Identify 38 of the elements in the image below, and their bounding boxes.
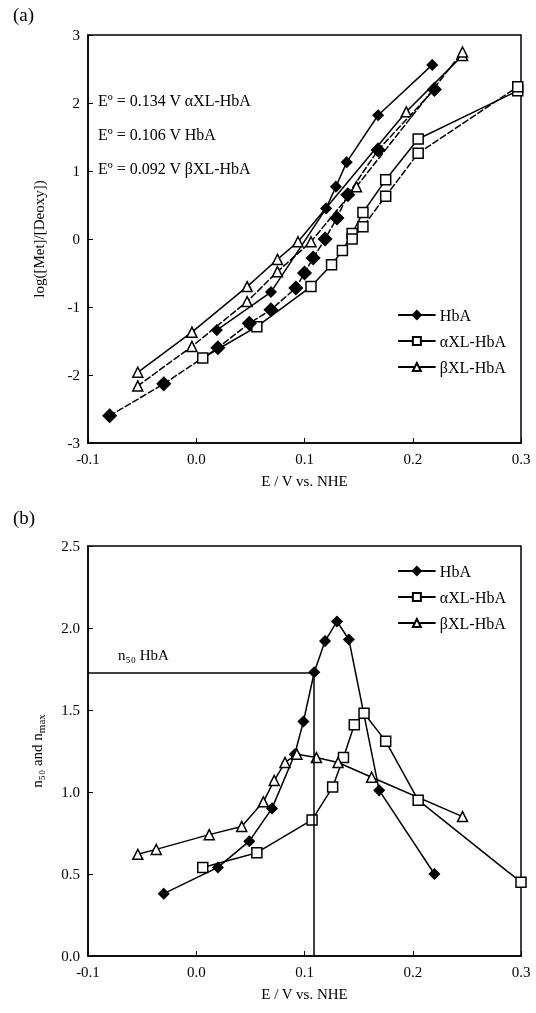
y-tick-label: 1.5 [61,702,80,718]
x-axis-title: E / V vs. NHE [261,985,348,1002]
x-tick-label: -0.1 [76,963,100,980]
y-tick-label: -3 [67,435,80,451]
y-axis-title: log([Met]/[Deoxy]) [30,180,48,298]
x-tick-label: 0.1 [295,450,314,467]
x-tick-label: 0.1 [295,963,314,980]
y-tick-label: 2.0 [61,620,80,636]
annotation: Eº = 0.134 V αXL-HbA [98,91,252,109]
legend-label: βXL-HbA [439,358,507,377]
legend-label: HbA [439,562,472,580]
y-tick-label: 2 [72,95,80,111]
y-tick-label: 0.0 [61,948,80,964]
chart-title: (a) [13,4,35,26]
annotation: Eº = 0.092 V βXL-HbA [98,159,252,178]
legend-label: HbA [439,306,472,324]
y-tick-label: 0.5 [61,866,80,882]
x-tick-label: 0.0 [186,963,206,980]
y-tick-label: 2.5 [61,538,80,554]
chart-title: (b) [13,507,36,529]
ref-line-label: n₅₀ HbA [118,646,170,663]
x-axis-title: E / V vs. NHE [261,472,348,489]
legend-label: αXL-HbA [439,332,507,350]
y-tick-label: -2 [67,367,80,383]
x-tick-label: 0.2 [403,450,423,467]
annotation: Eº = 0.106 V HbA [98,125,217,143]
legend-label: αXL-HbA [439,588,507,606]
x-tick-label: -0.1 [76,450,100,467]
y-tick-label: 0 [72,231,80,247]
legend-label: βXL-HbA [439,614,507,633]
x-tick-label: 0.2 [403,963,423,980]
y-tick-label: -1 [67,299,80,315]
y-tick-label: 1.0 [61,784,80,800]
y-tick-label: 1 [72,163,80,179]
y-tick-label: 3 [72,27,80,43]
x-tick-label: 0.0 [186,450,206,467]
x-tick-label: 0.3 [511,450,531,467]
x-tick-label: 0.3 [511,963,531,980]
